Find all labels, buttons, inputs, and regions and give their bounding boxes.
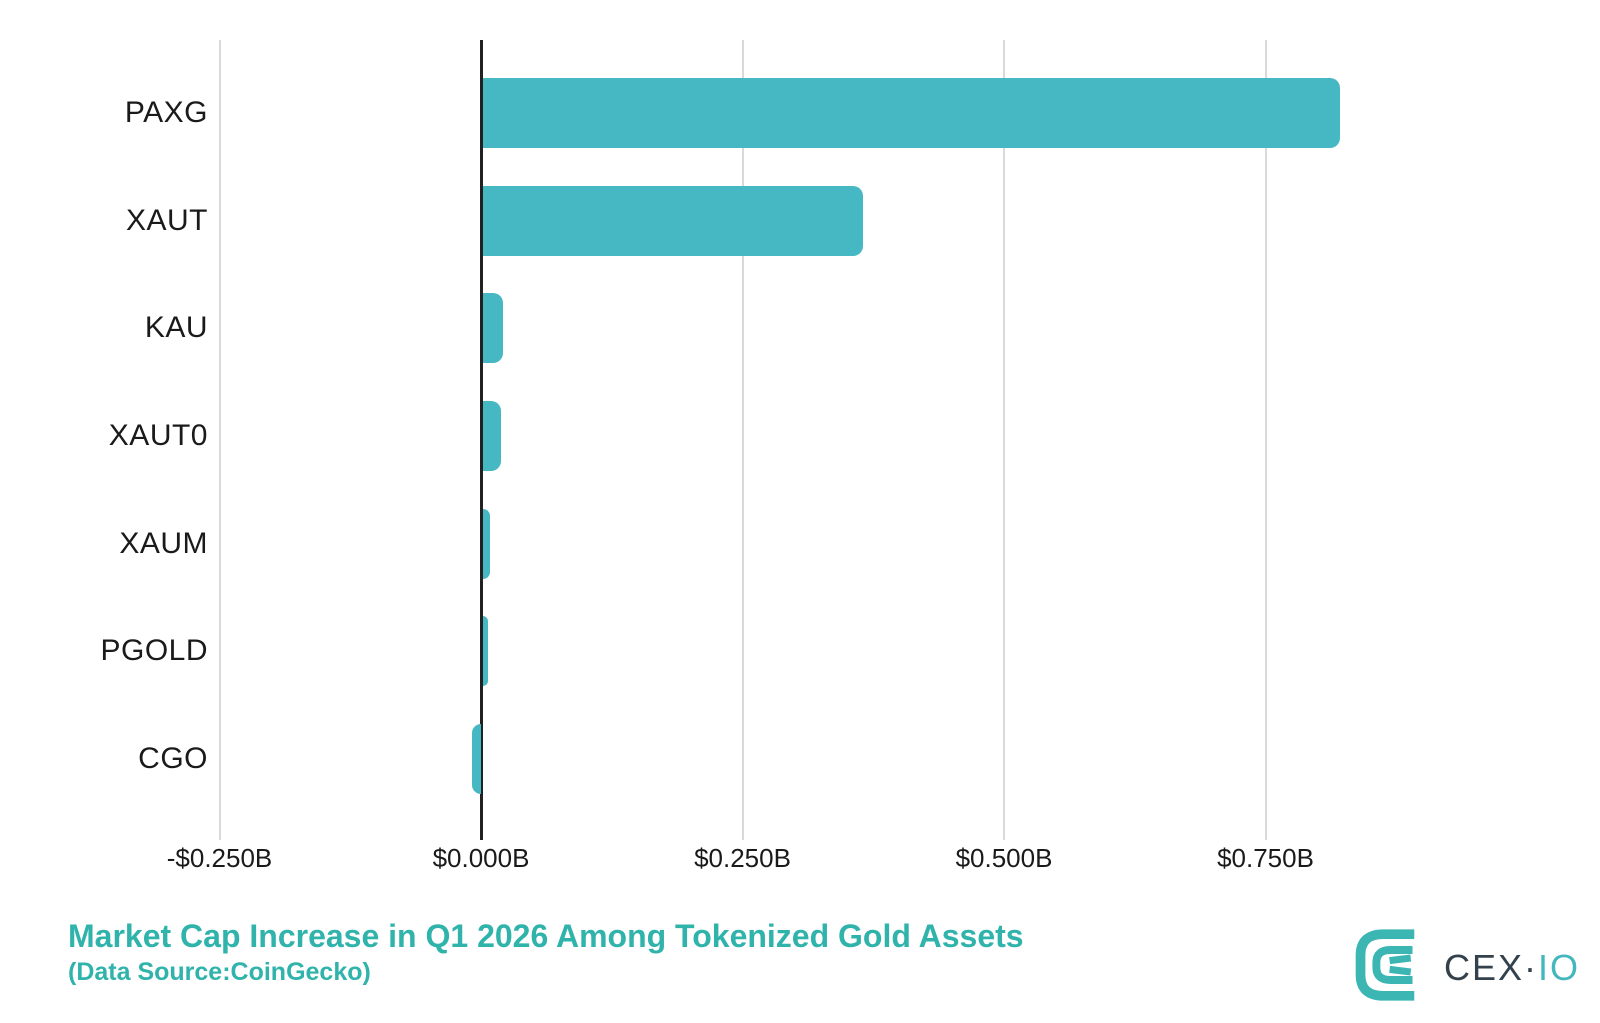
bar-XAUM <box>482 508 490 579</box>
bar-PGOLD <box>482 616 488 687</box>
category-label-PGOLD: PGOLD <box>100 634 208 668</box>
x-tick-label-0: -$0.250B <box>166 843 273 873</box>
bar-XAUT <box>482 185 864 256</box>
chart-subtitle: (Data Source:CoinGecko) <box>68 958 371 986</box>
x-tick-label-2: $0.250B <box>694 843 791 873</box>
category-label-CGO: CGO <box>138 742 208 776</box>
gridline-x-3 <box>1003 40 1005 840</box>
category-label-XAUM: XAUM <box>119 526 208 560</box>
gridline-x-0 <box>218 40 221 840</box>
category-label-PAXG: PAXG <box>124 96 208 129</box>
category-label-KAU: KAU <box>144 311 208 345</box>
brand-text-cex: CEX <box>1443 946 1524 988</box>
brand-text-io: IO <box>1537 946 1580 988</box>
x-tick-label-1: $0.000B <box>432 843 530 873</box>
zero-axis-line <box>479 40 483 840</box>
gridline-x-2 <box>741 40 744 840</box>
bar-PAXG <box>482 78 1341 148</box>
bar-CGO <box>471 724 481 795</box>
gridline-x-4 <box>1264 40 1267 840</box>
category-label-XAUT: XAUT <box>125 203 208 237</box>
x-tick-label-3: $0.500B <box>955 843 1053 873</box>
bar-XAUT0 <box>482 401 502 471</box>
brand-footer: CEX · IO <box>1354 928 1580 1007</box>
bar-KAU <box>482 293 504 364</box>
category-label-XAUT0: XAUT0 <box>108 419 208 452</box>
x-tick-label-4: $0.750B <box>1217 843 1314 873</box>
chart-title: Market Cap Increase in Q1 2026 Among Tok… <box>68 918 1024 954</box>
brand-wordmark: CEX · IO <box>1444 947 1580 989</box>
brand-text-separator: · <box>1523 946 1538 988</box>
cexio-logo-icon <box>1354 928 1434 1007</box>
